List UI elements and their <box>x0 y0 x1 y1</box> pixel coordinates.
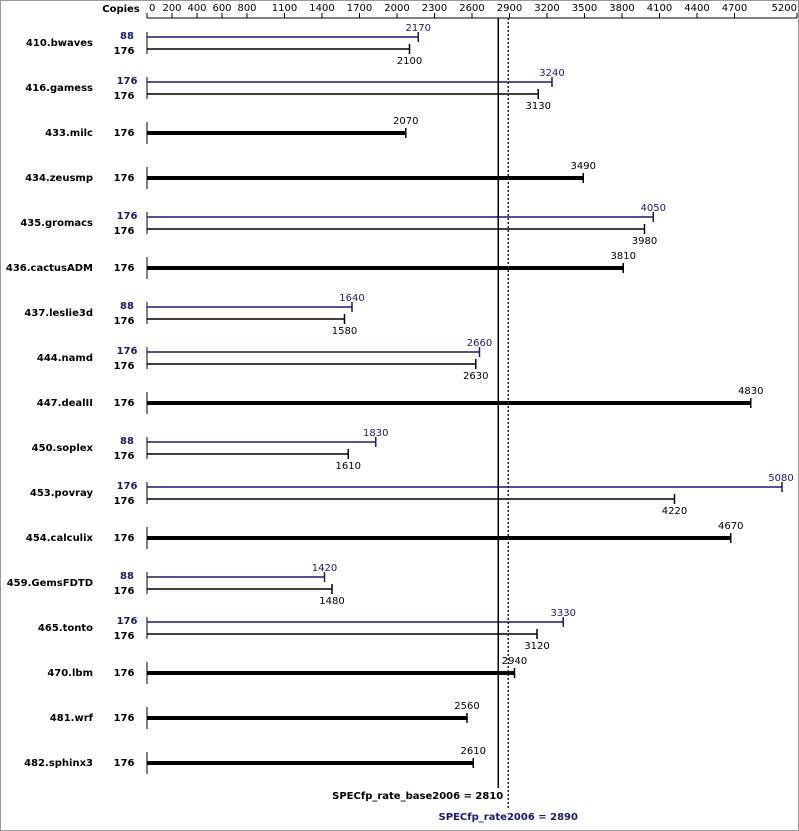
category-label: 433.milc <box>45 128 93 139</box>
value-label: 2630 <box>463 371 488 382</box>
copies-label: 176 <box>114 173 135 184</box>
copies-label: 88 <box>120 571 134 582</box>
copies-label: 176 <box>114 91 135 102</box>
x-tick-label: 400 <box>187 3 206 14</box>
value-label: 2560 <box>454 701 479 712</box>
x-tick-label: 1100 <box>272 3 297 14</box>
value-label: 2610 <box>461 746 486 757</box>
value-label: 1640 <box>339 293 364 304</box>
category-label: 416.gamess <box>25 83 93 94</box>
x-tick-label: 600 <box>212 3 231 14</box>
value-label: 3490 <box>571 161 596 172</box>
x-tick-label: 200 <box>162 3 181 14</box>
copies-label: 176 <box>114 263 135 274</box>
value-label: 1830 <box>363 428 388 439</box>
value-label: 3980 <box>632 236 657 247</box>
category-label: 436.cactusADM <box>6 263 93 274</box>
x-tick-label: 2600 <box>459 3 484 14</box>
value-label: 4830 <box>738 386 763 397</box>
copies-label: 176 <box>117 346 138 357</box>
reference-label: SPECfp_rate2006 = 2890 <box>439 812 579 823</box>
x-tick-label: 0 <box>149 3 155 14</box>
category-label: 482.sphinx3 <box>24 758 93 769</box>
copies-label: 176 <box>114 631 135 642</box>
value-label: 2170 <box>406 23 431 34</box>
value-label: 5080 <box>768 473 793 484</box>
copies-label: 176 <box>114 226 135 237</box>
value-label: 4220 <box>662 506 687 517</box>
copies-label: 176 <box>114 586 135 597</box>
copies-label: 176 <box>114 533 135 544</box>
value-label: 4050 <box>641 203 666 214</box>
value-label: 3810 <box>611 251 636 262</box>
copies-label: 176 <box>114 46 135 57</box>
x-tick-label: 4700 <box>722 3 747 14</box>
value-label: 3120 <box>524 641 549 652</box>
copies-label: 176 <box>117 616 138 627</box>
copies-label: 176 <box>117 211 138 222</box>
category-label: 410.bwaves <box>26 38 93 49</box>
x-tick-label: 4100 <box>647 3 672 14</box>
category-label: 453.povray <box>30 488 94 499</box>
value-label: 2100 <box>397 56 422 67</box>
value-label: 1610 <box>336 461 361 472</box>
copies-label: 176 <box>114 713 135 724</box>
copies-label: 176 <box>114 496 135 507</box>
category-label: 435.gromacs <box>20 218 93 229</box>
x-tick-label: 5200 <box>772 3 797 14</box>
category-label: 459.GemsFDTD <box>7 578 93 589</box>
category-label: 470.lbm <box>47 668 93 679</box>
x-tick-label: 3500 <box>572 3 597 14</box>
category-label: 481.wrf <box>50 713 94 724</box>
value-label: 2940 <box>502 656 527 667</box>
category-label: 465.tonto <box>38 623 93 634</box>
x-tick-label: 3200 <box>534 3 559 14</box>
copies-label: 176 <box>114 668 135 679</box>
value-label: 3240 <box>539 68 564 79</box>
category-label: 454.calculix <box>26 533 94 544</box>
x-tick-label: 800 <box>237 3 256 14</box>
x-tick-label: 2300 <box>422 3 447 14</box>
x-tick-label: 2000 <box>384 3 409 14</box>
copies-label: 176 <box>114 451 135 462</box>
value-label: 2070 <box>393 116 418 127</box>
copies-header: Copies <box>102 4 140 15</box>
x-tick-label: 3800 <box>609 3 634 14</box>
copies-label: 176 <box>117 481 138 492</box>
copies-label: 88 <box>120 31 134 42</box>
value-label: 4670 <box>718 521 743 532</box>
reference-label: SPECfp_rate_base2006 = 2810 <box>332 791 503 802</box>
value-label: 3330 <box>551 608 576 619</box>
value-label: 3130 <box>526 101 551 112</box>
value-label: 1420 <box>312 563 337 574</box>
copies-label: 176 <box>114 758 135 769</box>
copies-label: 176 <box>114 398 135 409</box>
x-tick-label: 1700 <box>347 3 372 14</box>
x-tick-label: 4400 <box>684 3 709 14</box>
copies-label: 88 <box>120 301 134 312</box>
x-tick-label: 2900 <box>497 3 522 14</box>
copies-label: 176 <box>114 316 135 327</box>
copies-label: 176 <box>114 361 135 372</box>
value-label: 1480 <box>319 596 344 607</box>
category-label: 437.leslie3d <box>24 308 93 319</box>
category-label: 450.soplex <box>32 443 94 454</box>
category-label: 444.namd <box>37 353 93 364</box>
category-label: 447.dealII <box>37 398 93 409</box>
copies-label: 88 <box>120 436 134 447</box>
x-tick-label: 1400 <box>309 3 334 14</box>
value-label: 1580 <box>332 326 357 337</box>
copies-label: 176 <box>114 128 135 139</box>
copies-label: 176 <box>117 76 138 87</box>
value-label: 2660 <box>467 338 492 349</box>
category-label: 434.zeusmp <box>25 173 93 184</box>
